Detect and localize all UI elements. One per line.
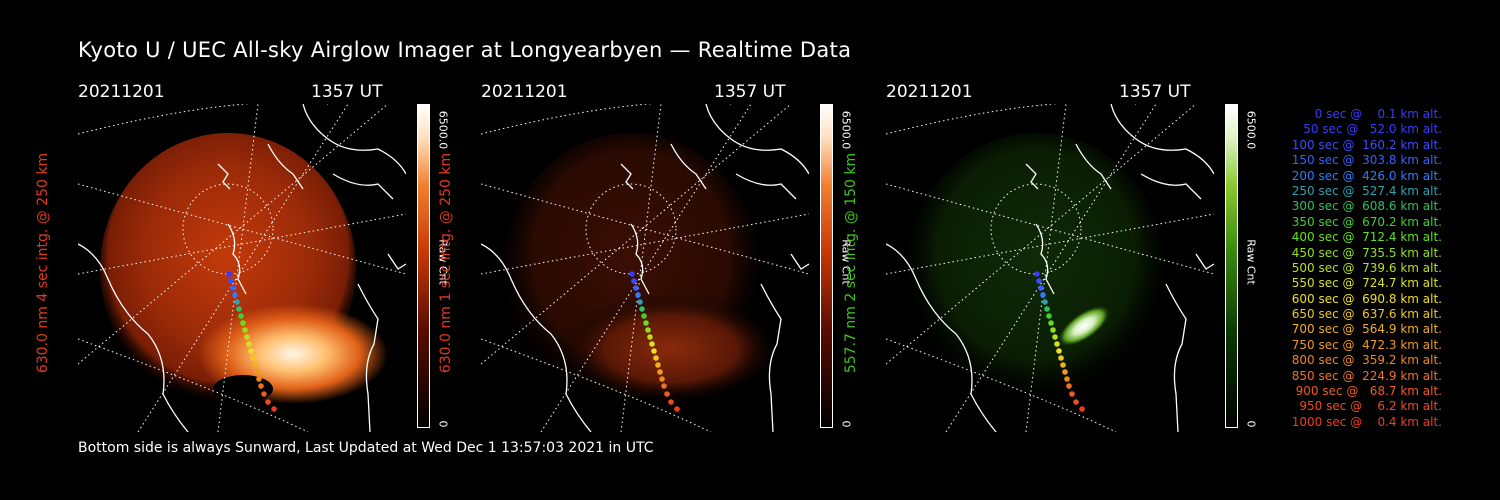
colorbar-min: 0 — [436, 420, 450, 428]
legend-item: 250 sec @ 527.4 km alt. — [1291, 183, 1442, 198]
legend-item: 400 sec @ 712.4 km alt. — [1291, 230, 1442, 245]
legend-item: 150 sec @ 303.8 km alt. — [1291, 153, 1442, 168]
panel-630nm-1sec: 20211201 1357 UT 630.0 nm 1 sec intg. @ … — [438, 82, 901, 432]
grid-lines — [886, 104, 1214, 432]
panel-557nm-2sec: 20211201 1357 UT 557.7 nm 2 sec intg. @ … — [843, 82, 1306, 432]
legend-item: 350 sec @ 670.2 km alt. — [1291, 214, 1442, 229]
allsky-map — [481, 104, 809, 432]
panel-time: 1357 UT — [714, 82, 786, 102]
colorbar-unit: Raw Cnt — [1244, 239, 1258, 285]
legend-item: 1000 sec @ 0.4 km alt. — [1291, 414, 1442, 429]
legend-item: 600 sec @ 690.8 km alt. — [1291, 291, 1442, 306]
legend-item: 100 sec @ 160.2 km alt. — [1291, 137, 1442, 152]
legend-item: 300 sec @ 608.6 km alt. — [1291, 199, 1442, 214]
legend-item: 900 sec @ 68.7 km alt. — [1295, 384, 1442, 399]
panel-630nm-4sec: 20211201 1357 UT 630.0 nm 4 sec intg. @ … — [35, 82, 498, 432]
trajectory-legend: 0 sec @ 0.1 km alt. 50 sec @ 52.0 km alt… — [1260, 107, 1442, 430]
colorbar-max: 6500.0 — [436, 110, 450, 150]
aurora-region — [561, 294, 781, 404]
page-title: Kyoto U / UEC All-sky Airglow Imager at … — [78, 38, 852, 62]
trajectory — [1034, 271, 1085, 412]
grid-lines — [78, 104, 406, 432]
trajectory — [629, 271, 680, 412]
legend-item: 700 sec @ 564.9 km alt. — [1291, 322, 1442, 337]
allsky-image — [78, 104, 406, 432]
legend-item: 50 sec @ 52.0 km alt. — [1303, 122, 1442, 137]
airglow-disc — [908, 133, 1164, 405]
colorbar-min: 0 — [839, 420, 853, 428]
allsky-map — [886, 104, 1214, 432]
legend-item: 450 sec @ 735.5 km alt. — [1291, 245, 1442, 260]
colorbar-max: 6500.0 — [839, 110, 853, 150]
coastlines — [886, 104, 1214, 432]
coastlines — [481, 104, 809, 432]
legend-item: 850 sec @ 224.9 km alt. — [1291, 368, 1442, 383]
grid-lines — [481, 104, 809, 432]
legend-item: 0 sec @ 0.1 km alt. — [1314, 107, 1442, 121]
legend-item: 200 sec @ 426.0 km alt. — [1291, 168, 1442, 183]
legend-item: 650 sec @ 637.6 km alt. — [1291, 307, 1442, 322]
panel-date: 20211201 — [481, 82, 568, 102]
legend-item: 950 sec @ 6.2 km alt. — [1299, 399, 1442, 414]
panel-ylabel: 630.0 nm 1 sec intg. @ 250 km — [438, 152, 454, 374]
panel-ylabel: 557.7 nm 2 sec intg. @ 150 km — [843, 152, 859, 374]
coastlines — [78, 104, 406, 432]
colorbar — [1225, 104, 1238, 428]
colorbar-max: 6500.0 — [1244, 110, 1258, 150]
panel-time: 1357 UT — [1119, 82, 1191, 102]
colorbar-min: 0 — [1244, 420, 1258, 428]
legend-item: 750 sec @ 472.3 km alt. — [1291, 337, 1442, 352]
legend-item: 500 sec @ 739.6 km alt. — [1291, 260, 1442, 275]
allsky-map — [78, 104, 406, 432]
panel-date: 20211201 — [78, 82, 165, 102]
dark-patch — [213, 375, 273, 403]
allsky-image — [481, 104, 809, 432]
trajectory — [226, 271, 277, 412]
colorbar — [820, 104, 833, 428]
legend-item: 550 sec @ 724.7 km alt. — [1291, 276, 1442, 291]
panel-ylabel: 630.0 nm 4 sec intg. @ 250 km — [35, 152, 51, 374]
panel-time: 1357 UT — [311, 82, 383, 102]
allsky-image — [886, 104, 1214, 432]
legend-item: 800 sec @ 359.2 km alt. — [1291, 353, 1442, 368]
panel-date: 20211201 — [886, 82, 973, 102]
footer-status: Bottom side is always Sunward, Last Upda… — [78, 440, 654, 456]
aurora-bright-region — [1058, 305, 1110, 347]
colorbar — [417, 104, 430, 428]
